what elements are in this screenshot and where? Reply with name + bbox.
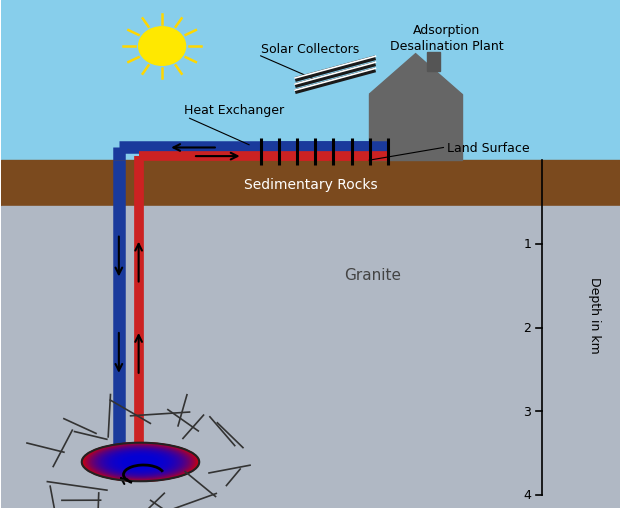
Ellipse shape	[111, 453, 170, 472]
Bar	[1, 161, 620, 207]
Ellipse shape	[103, 450, 178, 474]
Text: Granite: Granite	[344, 267, 401, 282]
Ellipse shape	[106, 450, 176, 473]
Ellipse shape	[84, 443, 197, 480]
Ellipse shape	[86, 444, 196, 480]
Text: Sedimentary Rocks: Sedimentary Rocks	[243, 178, 378, 191]
Ellipse shape	[91, 446, 190, 478]
Ellipse shape	[109, 452, 171, 472]
Ellipse shape	[87, 444, 194, 479]
Ellipse shape	[108, 451, 173, 473]
Bar	[427, 53, 440, 72]
Ellipse shape	[118, 455, 163, 469]
Ellipse shape	[89, 445, 191, 479]
Text: 1: 1	[524, 238, 531, 251]
Ellipse shape	[82, 443, 199, 482]
Ellipse shape	[113, 453, 168, 471]
Ellipse shape	[88, 445, 194, 479]
Ellipse shape	[90, 445, 191, 478]
Ellipse shape	[82, 443, 199, 481]
Ellipse shape	[94, 447, 186, 477]
Ellipse shape	[107, 451, 175, 473]
Bar	[1, 2, 620, 161]
Ellipse shape	[93, 446, 189, 478]
Text: 2: 2	[524, 321, 531, 334]
Ellipse shape	[122, 456, 158, 468]
Ellipse shape	[85, 444, 196, 480]
Ellipse shape	[88, 445, 193, 479]
Ellipse shape	[95, 447, 186, 477]
Circle shape	[138, 27, 186, 66]
Ellipse shape	[86, 444, 194, 480]
Ellipse shape	[83, 443, 198, 481]
Ellipse shape	[99, 448, 182, 476]
Ellipse shape	[94, 447, 187, 477]
Ellipse shape	[96, 447, 185, 476]
Ellipse shape	[97, 448, 184, 476]
Ellipse shape	[116, 454, 166, 470]
Ellipse shape	[99, 448, 181, 475]
Text: Heat Exchanger: Heat Exchanger	[184, 104, 284, 117]
Ellipse shape	[88, 445, 193, 479]
Ellipse shape	[91, 446, 191, 478]
Text: Land Surface: Land Surface	[446, 142, 529, 155]
Text: Depth in km: Depth in km	[588, 277, 601, 354]
Ellipse shape	[93, 446, 188, 477]
Ellipse shape	[104, 450, 177, 474]
Ellipse shape	[84, 444, 197, 480]
Ellipse shape	[84, 444, 196, 480]
Ellipse shape	[101, 449, 179, 475]
Ellipse shape	[98, 448, 183, 476]
Ellipse shape	[92, 446, 189, 478]
Polygon shape	[369, 54, 462, 95]
Text: Adsorption
Desalination Plant: Adsorption Desalination Plant	[390, 24, 504, 53]
Ellipse shape	[93, 446, 188, 477]
Ellipse shape	[84, 443, 197, 480]
Ellipse shape	[102, 449, 179, 474]
Ellipse shape	[83, 443, 197, 481]
Ellipse shape	[86, 444, 195, 480]
Ellipse shape	[83, 443, 199, 481]
Ellipse shape	[89, 445, 192, 479]
Ellipse shape	[89, 445, 193, 479]
Ellipse shape	[96, 447, 184, 476]
Bar	[1, 207, 620, 507]
Text: Solar Collectors: Solar Collectors	[261, 43, 360, 56]
Text: 3: 3	[524, 405, 531, 418]
Text: 4: 4	[524, 489, 531, 501]
Bar	[369, 95, 462, 161]
Ellipse shape	[101, 449, 181, 475]
